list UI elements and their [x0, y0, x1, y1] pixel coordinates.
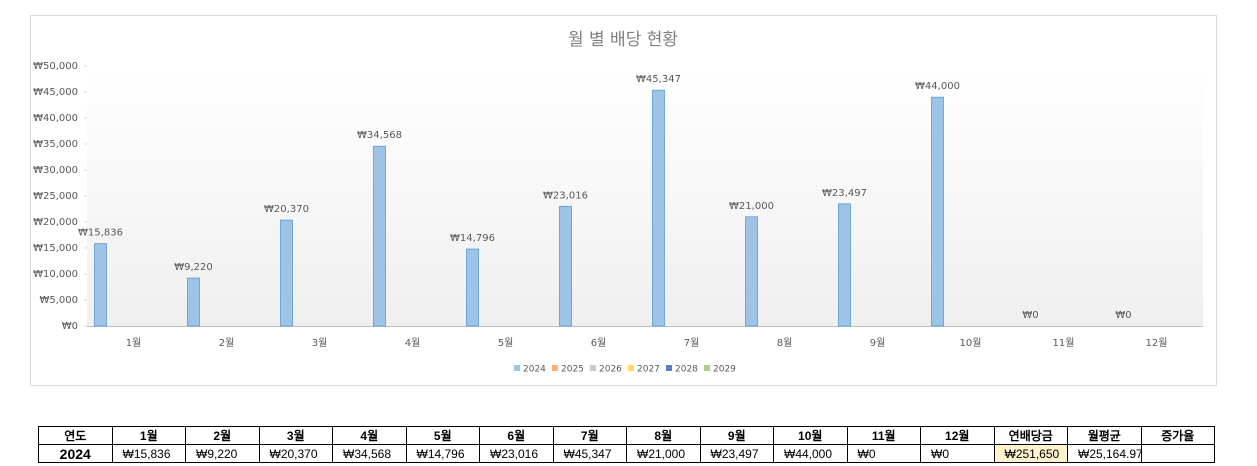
y-tick-label: ₩35,000 [33, 139, 78, 150]
table-cell: 2024 [38, 444, 113, 463]
table-cell: 5월 [405, 426, 480, 445]
legend-label: 2028 [675, 365, 698, 375]
table-cell: ₩9,220 [185, 444, 260, 463]
chart: 월 별 배당 현황 ₩0₩5,000₩10,000₩15,000₩20,000₩… [30, 15, 1217, 386]
data-label: ₩20,370 [264, 204, 309, 215]
bar [94, 243, 107, 327]
table-cell: ₩0 [846, 444, 921, 463]
legend-label: 2024 [523, 365, 546, 375]
table-cell: 1월 [111, 426, 186, 445]
legend-swatch [590, 365, 596, 371]
legend-label: 2027 [637, 365, 660, 375]
legend-swatch [552, 365, 558, 371]
data-label: ₩44,000 [915, 81, 960, 92]
data-label: ₩21,000 [729, 201, 774, 212]
table-cell: ₩21,000 [626, 444, 701, 463]
table-row: 연도 1월 2월 3월 4월 5월 6월 7월 8월 9월 10월 11월 12월 연배당금 월평균 증가율 [38, 426, 1215, 445]
y-tick-label: ₩25,000 [33, 191, 78, 202]
bar [838, 203, 851, 327]
legend-label: 2025 [561, 365, 584, 375]
data-label: ₩14,796 [450, 233, 495, 244]
table-cell: ₩45,347 [552, 444, 627, 463]
x-tick-label: 12월 [1146, 337, 1168, 349]
table-cell: 증가율 [1140, 426, 1215, 445]
y-tick-label: ₩0 [62, 321, 78, 332]
legend-swatch [514, 365, 520, 371]
table-cell [1140, 444, 1215, 463]
data-label: ₩9,220 [174, 262, 213, 273]
x-tick-label: 8월 [777, 337, 793, 349]
y-tick-label: ₩40,000 [33, 113, 78, 124]
table-cell: ₩23,497 [699, 444, 774, 463]
table-cell: 4월 [332, 426, 407, 445]
chart-title: 월 별 배당 현황 [568, 30, 678, 50]
summary-table: 연도 1월 2월 3월 4월 5월 6월 7월 8월 9월 10월 11월 12월 연배당금 월평균 증가율 2… [38, 426, 1215, 463]
table-cell: 6월 [479, 426, 554, 445]
y-tick-label: ₩50,000 [33, 61, 78, 72]
table-cell: 연배당금 [993, 426, 1068, 445]
table-cell: ₩251,650 [993, 444, 1068, 463]
data-label: ₩34,568 [357, 130, 402, 141]
bar [466, 248, 479, 327]
x-tick-label: 11월 [1053, 337, 1075, 349]
table-cell: ₩44,000 [773, 444, 848, 463]
bar [373, 145, 386, 327]
table-cell: ₩25,164.97 [1067, 444, 1142, 463]
x-tick-label: 10월 [960, 337, 982, 349]
bar [745, 216, 758, 327]
y-tick-label: ₩5,000 [39, 295, 78, 306]
y-tick-label: ₩20,000 [33, 217, 78, 228]
legend-label: 2029 [713, 365, 736, 375]
x-tick-label: 3월 [312, 337, 328, 349]
table-cell: 12월 [920, 426, 995, 445]
bar [559, 205, 572, 327]
y-tick-label: ₩30,000 [33, 165, 78, 176]
y-tick-label: ₩15,000 [33, 243, 78, 254]
data-label: ₩0 [1115, 310, 1131, 321]
table-cell: 11월 [846, 426, 921, 445]
legend-swatch [666, 365, 672, 371]
x-tick-label: 1월 [126, 337, 142, 349]
data-label: ₩23,497 [822, 188, 867, 199]
x-tick-label: 5월 [498, 337, 514, 349]
table-cell: ₩0 [920, 444, 995, 463]
table-cell: 연도 [38, 426, 113, 445]
data-label: ₩23,016 [543, 190, 588, 201]
bar [187, 277, 200, 327]
table-cell: 월평균 [1067, 426, 1142, 445]
table-cell: 7월 [552, 426, 627, 445]
data-label: ₩45,347 [636, 74, 681, 85]
table-cell: ₩23,016 [479, 444, 554, 463]
y-tick-label: ₩10,000 [33, 269, 78, 280]
table-cell: 8월 [626, 426, 701, 445]
table-cell: ₩20,370 [258, 444, 333, 463]
y-tick-label: ₩45,000 [33, 87, 78, 98]
table-cell: 10월 [773, 426, 848, 445]
bar [652, 89, 665, 327]
legend-swatch [628, 365, 634, 371]
table-cell: ₩14,796 [405, 444, 480, 463]
x-tick-label: 2월 [219, 337, 235, 349]
table-cell: 3월 [258, 426, 333, 445]
x-tick-label: 6월 [591, 337, 607, 349]
legend-swatch [704, 365, 710, 371]
table-row: 2024 ₩15,836 ₩9,220 ₩20,370 ₩34,568 ₩14,796 ₩2… [38, 444, 1215, 463]
legend-label: 2026 [599, 365, 622, 375]
table-cell: 9월 [699, 426, 774, 445]
table-cell: ₩34,568 [332, 444, 407, 463]
data-label: ₩15,836 [78, 228, 123, 239]
x-tick-label: 9월 [870, 337, 886, 349]
table-cell: ₩15,836 [111, 444, 186, 463]
bar [931, 96, 944, 327]
bar [280, 219, 293, 327]
plot-area [87, 66, 1203, 326]
table-cell: 2월 [185, 426, 260, 445]
x-tick-label: 7월 [684, 337, 700, 349]
x-tick-label: 4월 [405, 337, 421, 349]
data-label: ₩0 [1022, 310, 1038, 321]
